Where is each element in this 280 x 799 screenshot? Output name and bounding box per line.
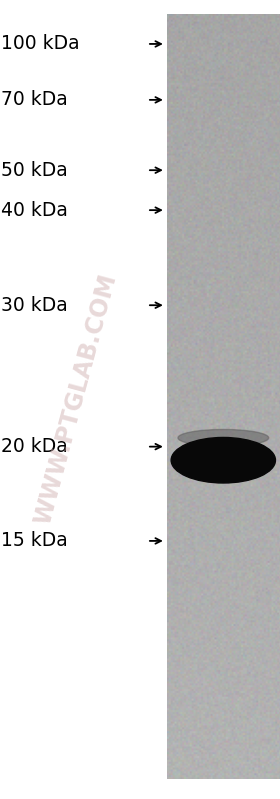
Text: WWW.PTGLAB.COM: WWW.PTGLAB.COM [31, 272, 121, 527]
Ellipse shape [178, 430, 269, 446]
Text: 40 kDa: 40 kDa [1, 201, 68, 220]
Text: 50 kDa: 50 kDa [1, 161, 68, 180]
Text: 20 kDa: 20 kDa [1, 437, 68, 456]
Text: 15 kDa: 15 kDa [1, 531, 68, 551]
Text: 30 kDa: 30 kDa [1, 296, 68, 315]
Text: 100 kDa: 100 kDa [1, 34, 80, 54]
Ellipse shape [171, 437, 276, 483]
Text: 70 kDa: 70 kDa [1, 90, 68, 109]
